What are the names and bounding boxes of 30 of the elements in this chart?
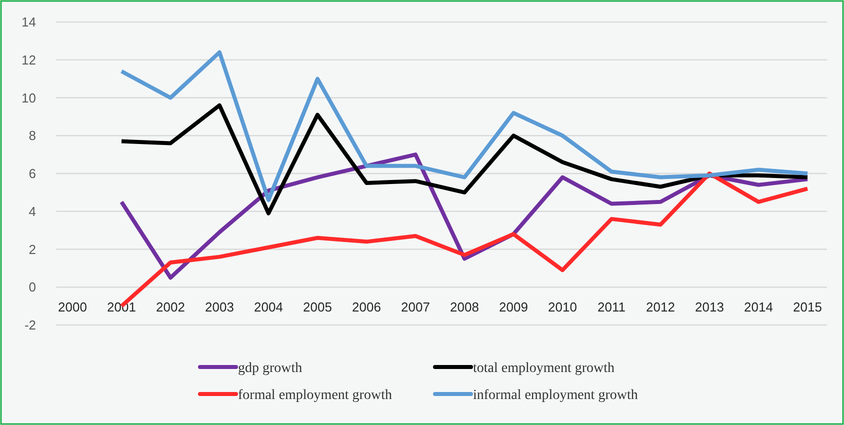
x-tick-label: 2006 [352,300,381,315]
x-tick-label: 2007 [401,300,430,315]
x-tick-label: 2014 [744,300,773,315]
y-tick-label: 6 [28,166,36,182]
line-series [120,50,810,202]
legend-label: informal employment growth [473,388,638,403]
y-tick-label: 2 [28,242,36,257]
x-tick-label: 2002 [156,300,185,315]
line-series [120,103,810,216]
x-tick-label: 2005 [303,300,332,315]
x-tick-label: 2012 [646,300,675,315]
y-tick-label: 4 [28,204,36,219]
x-tick-label: 2013 [695,300,724,315]
y-tick-label: -2 [24,318,36,333]
y-tick-label: 10 [22,90,36,106]
x-tick-label: 2010 [548,300,577,315]
x-tick-label: 2003 [205,300,234,315]
x-tick-label: 2000 [58,300,87,315]
x-tick-label: 2008 [450,300,479,315]
y-tick-label: 8 [28,128,36,144]
x-tick-label: 2009 [499,300,528,315]
y-tick-label: 12 [22,52,36,68]
x-tick-label: 2004 [254,300,283,315]
legend-label: gdp growth [238,360,302,376]
y-tick-label: 0 [28,280,36,295]
x-tick-label: 2011 [598,300,626,315]
x-tick-label: 2015 [793,300,822,315]
legend-label: total employment growth [473,360,615,376]
legend-label: formal employment growth [238,388,392,403]
y-tick-label: 14 [22,14,36,30]
